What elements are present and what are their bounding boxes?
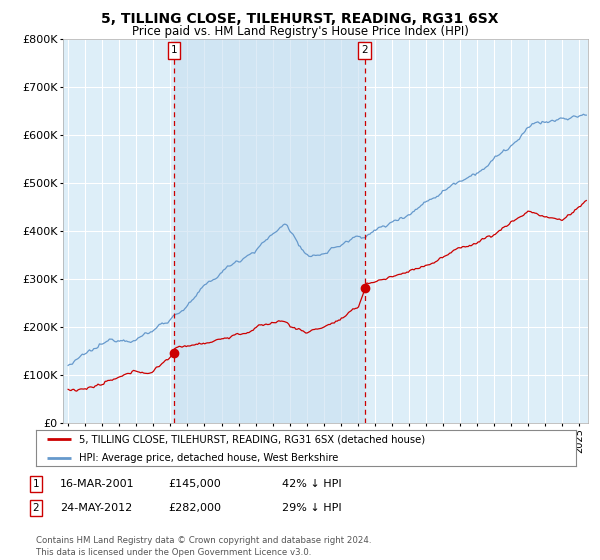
Text: 24-MAY-2012: 24-MAY-2012 [60,503,132,513]
Text: 2: 2 [32,503,40,513]
Text: Price paid vs. HM Land Registry's House Price Index (HPI): Price paid vs. HM Land Registry's House … [131,25,469,38]
Text: 29% ↓ HPI: 29% ↓ HPI [282,503,341,513]
Text: HPI: Average price, detached house, West Berkshire: HPI: Average price, detached house, West… [79,453,338,463]
Text: 16-MAR-2001: 16-MAR-2001 [60,479,134,489]
Text: Contains HM Land Registry data © Crown copyright and database right 2024.
This d: Contains HM Land Registry data © Crown c… [36,536,371,557]
Text: £145,000: £145,000 [168,479,221,489]
Text: 1: 1 [170,45,177,55]
Text: £282,000: £282,000 [168,503,221,513]
Bar [174,39,365,423]
Text: 5, TILLING CLOSE, TILEHURST, READING, RG31 6SX: 5, TILLING CLOSE, TILEHURST, READING, RG… [101,12,499,26]
Text: 2: 2 [361,45,368,55]
Text: 5, TILLING CLOSE, TILEHURST, READING, RG31 6SX (detached house): 5, TILLING CLOSE, TILEHURST, READING, RG… [79,435,425,444]
Text: 42% ↓ HPI: 42% ↓ HPI [282,479,341,489]
Text: 1: 1 [32,479,40,489]
